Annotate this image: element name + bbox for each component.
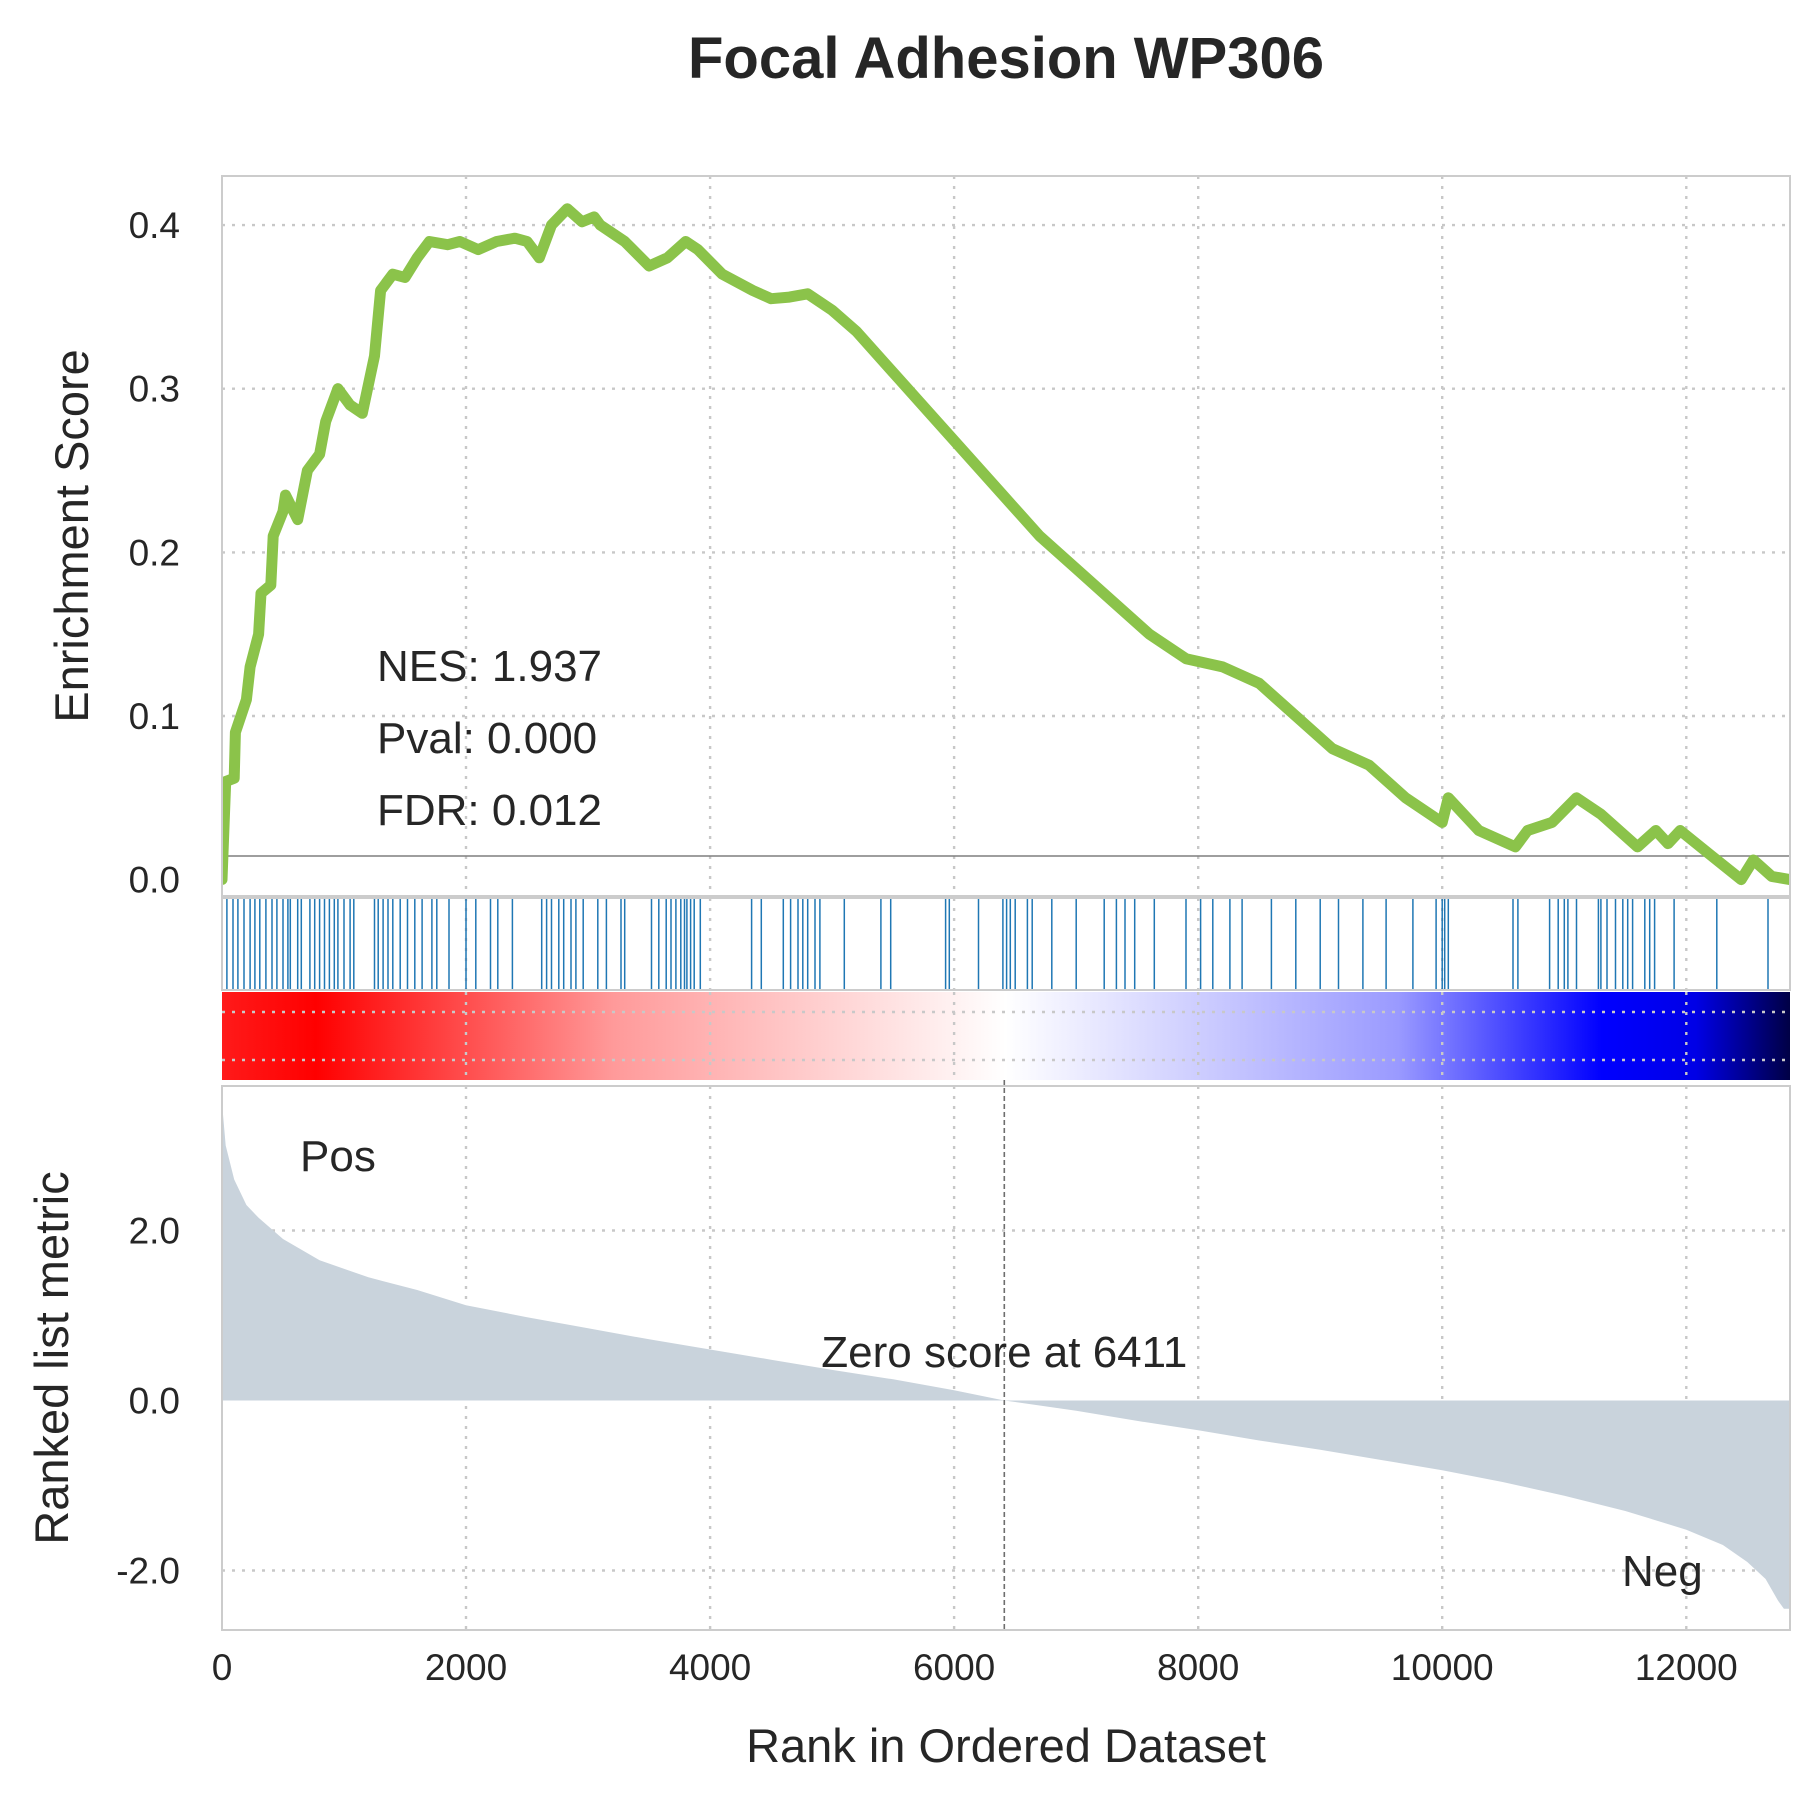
gene-hits: [226, 898, 1769, 990]
x-tick-label: 6000: [913, 1647, 995, 1688]
neg-label: Neg: [1622, 1547, 1703, 1596]
metric-y-axis-label: Ranked list metric: [25, 1171, 78, 1545]
x-axis-ticks: 0 2000 4000 6000 8000 10000 12000: [212, 1647, 1738, 1688]
enrichment-y-tick-label: 0.3: [129, 369, 180, 410]
metric-panel: -2.0 0.0 2.0 Ranked list metric Pos Neg Ze…: [25, 1080, 1791, 1631]
ranked-metric-area: [222, 1103, 1790, 1609]
metric-frame: [221, 1085, 1791, 1631]
enrichment-y-axis-label: Enrichment Score: [45, 349, 98, 723]
zero-score-label: Zero score at 6411: [821, 1328, 1187, 1377]
enrichment-frame: [221, 175, 1791, 897]
rank-colorbar: [222, 992, 1790, 1080]
x-tick-label: 2000: [425, 1647, 507, 1688]
hits-panel: [221, 897, 1791, 991]
x-tick-label: 8000: [1157, 1647, 1239, 1688]
x-tick-label: 4000: [669, 1647, 751, 1688]
enrichment-grid: [222, 176, 1790, 896]
x-tick-label: 10000: [1391, 1647, 1494, 1688]
enrichment-score-line: [222, 203, 1790, 886]
chart-title: Focal Adhesion WP306: [688, 26, 1324, 91]
enrichment-y-ticks: 0.0 0.1 0.2 0.3 0.4: [129, 205, 180, 901]
colorbar-grid: [222, 992, 1790, 1080]
x-axis-label: Rank in Ordered Dataset: [746, 1719, 1266, 1772]
x-tick-label: 0: [212, 1647, 233, 1688]
hits-frame: [221, 897, 1791, 991]
metric-y-tick-label: -2.0: [116, 1551, 180, 1592]
enrichment-y-tick-label: 0.1: [129, 696, 180, 737]
pval-stat: Pval: 0.000: [377, 714, 597, 763]
enrichment-panel: 0.0 0.1 0.2 0.3 0.4 Enrichment Score NES: 1.…: [45, 175, 1791, 901]
metric-y-ticks: -2.0 0.0 2.0: [116, 1211, 180, 1592]
nes-stat: NES: 1.937: [377, 642, 602, 691]
enrichment-y-tick-label: 0.4: [129, 205, 180, 246]
enrichment-y-tick-label: 0.0: [129, 860, 180, 901]
metric-y-tick-label: 0.0: [129, 1381, 180, 1422]
enrichment-y-tick-label: 0.2: [129, 532, 180, 573]
pos-label: Pos: [300, 1132, 376, 1181]
fdr-stat: FDR: 0.012: [377, 786, 602, 835]
metric-y-tick-label: 2.0: [129, 1211, 180, 1252]
x-tick-label: 12000: [1635, 1647, 1738, 1688]
rank-colorbar-panel: [222, 992, 1790, 1080]
